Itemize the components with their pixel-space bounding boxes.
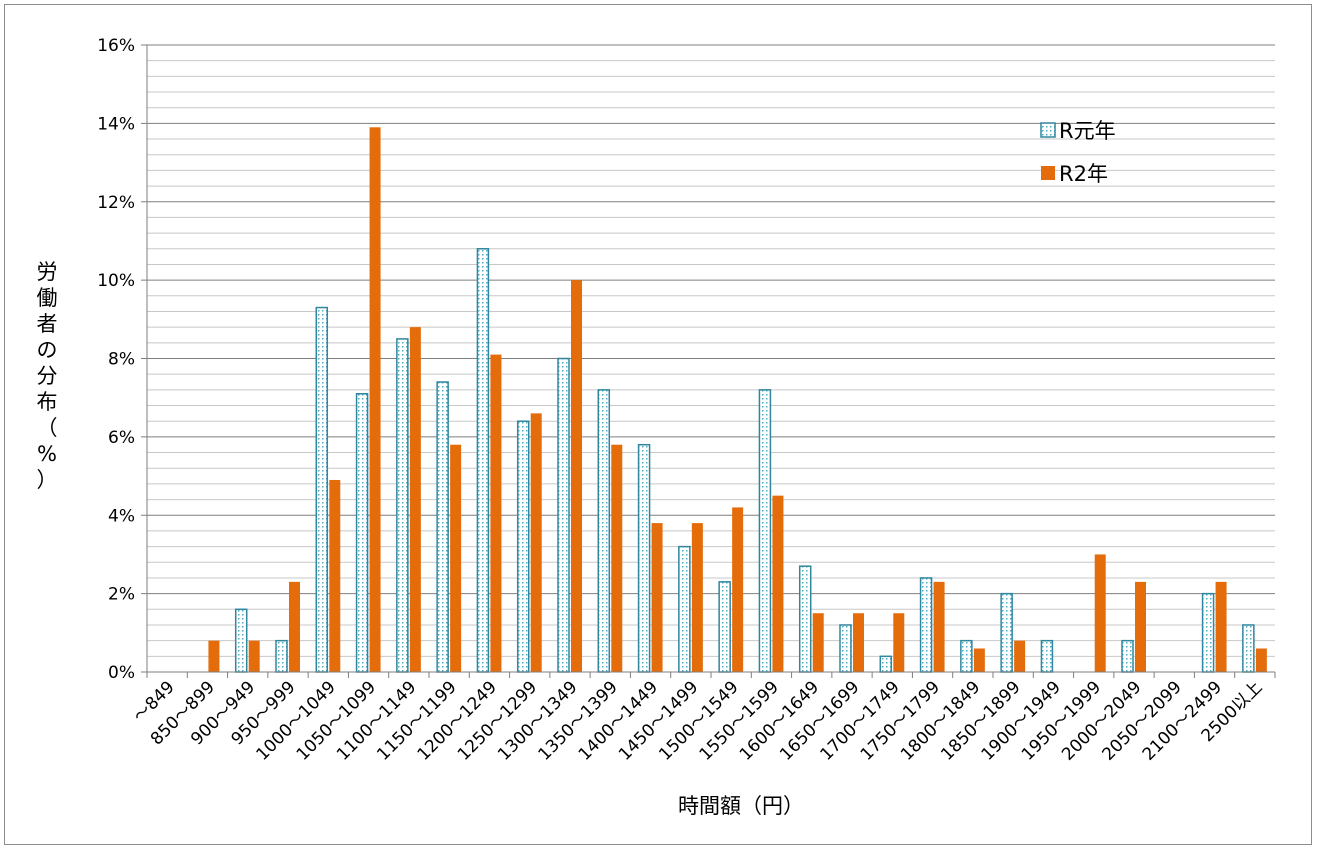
y-tick-label: 4% xyxy=(108,506,135,526)
y-axis-title-char: 布 xyxy=(37,390,58,414)
bar-r2-5 xyxy=(369,127,381,672)
legend: R元年 R2年 xyxy=(1040,119,1116,186)
bar-r2-2 xyxy=(248,640,260,672)
y-axis-title-char: 分 xyxy=(37,364,58,388)
y-tick-label: 2% xyxy=(108,585,135,605)
y-tick-label: 10% xyxy=(97,271,135,291)
y-axis-title-char: （ xyxy=(37,416,58,440)
bars xyxy=(208,127,1267,673)
legend-label-r2: R2年 xyxy=(1059,162,1108,186)
bar-r2-10 xyxy=(571,280,582,672)
bar-r2-24 xyxy=(1135,581,1146,672)
bar-r-gannen-13 xyxy=(678,545,691,673)
bar-r-gannen-17 xyxy=(839,624,852,673)
bar-r-gannen-2 xyxy=(234,608,248,673)
bar-r-gannen-26 xyxy=(1201,592,1215,673)
bar-r-gannen-20 xyxy=(960,639,973,673)
y-axis-title: 労働者の分布（%） xyxy=(37,260,58,492)
bar-r2-9 xyxy=(530,413,542,672)
y-tick-label: 6% xyxy=(108,428,135,448)
bar-r2-3 xyxy=(289,581,300,672)
bar-r2-12 xyxy=(651,523,663,672)
y-axis-title-char: 労 xyxy=(37,260,58,284)
y-tick-label: 14% xyxy=(97,114,135,134)
bar-r-gannen-11 xyxy=(597,389,611,673)
bar-r2-11 xyxy=(611,444,623,672)
bar-r-gannen-6 xyxy=(396,338,409,673)
bar-r2-7 xyxy=(450,444,462,672)
chart-frame: 0% 2% 4% 6% 8% 10% 12% 14% 16% ～849 850～899 900～94… xyxy=(4,4,1312,845)
y-tick-label: 16% xyxy=(97,36,135,56)
bar-r-gannen-15 xyxy=(758,389,772,673)
bar-r-gannen-12 xyxy=(637,443,651,673)
x-axis-title: 時間額（円） xyxy=(678,794,804,818)
bar-r2-19 xyxy=(933,581,945,672)
bar-r-gannen-3 xyxy=(275,639,288,673)
bar-chart: 0% 2% 4% 6% 8% 10% 12% 14% 16% ～849850～899900～94… xyxy=(37,36,1276,818)
bar-r2-1 xyxy=(208,640,220,672)
bar-r-gannen-5 xyxy=(355,393,369,673)
bar-r2-27 xyxy=(1255,648,1267,672)
y-tick-label: 0% xyxy=(108,663,135,683)
bar-r-gannen-8 xyxy=(476,248,490,673)
bar-r-gannen-27 xyxy=(1242,624,1255,673)
bar-r-gannen-21 xyxy=(1000,592,1013,673)
bar-r2-26 xyxy=(1215,581,1227,672)
bar-r2-6 xyxy=(409,327,421,672)
legend-swatch-r2 xyxy=(1041,166,1055,180)
bar-r-gannen-16 xyxy=(798,565,812,673)
y-tick-label: 12% xyxy=(97,193,135,213)
bar-r-gannen-7 xyxy=(436,381,449,673)
bar-r2-13 xyxy=(691,523,703,672)
y-axis-title-char: 者 xyxy=(37,312,58,336)
legend-label-r-gannen: R元年 xyxy=(1059,119,1116,143)
bar-r2-18 xyxy=(893,613,905,672)
axes xyxy=(141,44,1276,678)
y-axis-title-char: ） xyxy=(37,468,58,492)
bar-r2-23 xyxy=(1094,554,1106,672)
bar-r-gannen-10 xyxy=(557,357,570,673)
bar-r2-14 xyxy=(732,507,744,672)
bar-r-gannen-4 xyxy=(315,306,329,673)
y-tick-label: 8% xyxy=(108,350,135,370)
y-axis-title-char: % xyxy=(37,442,57,466)
bar-r2-16 xyxy=(812,613,824,672)
bar-r2-15 xyxy=(772,495,784,672)
bar-r-gannen-18 xyxy=(879,655,893,673)
y-axis-title-char: の xyxy=(37,338,58,362)
x-tick-labels: ～849850～899900～949950～9991000～10491050～1… xyxy=(130,677,1267,764)
bar-r-gannen-9 xyxy=(516,420,530,673)
bar-r2-21 xyxy=(1014,640,1026,672)
bar-r2-20 xyxy=(973,648,985,672)
bar-r-gannen-14 xyxy=(718,581,731,673)
bar-r-gannen-22 xyxy=(1040,639,1054,673)
y-axis-title-char: 働 xyxy=(37,286,58,310)
bar-r2-8 xyxy=(490,354,502,672)
bar-r2-17 xyxy=(853,613,864,672)
y-tick-labels: 0% 2% 4% 6% 8% 10% 12% 14% 16% xyxy=(97,36,135,683)
legend-swatch-r-gannen xyxy=(1040,122,1056,138)
bar-r-gannen-19 xyxy=(919,577,933,673)
bar-r2-4 xyxy=(329,479,341,672)
bar-r-gannen-24 xyxy=(1121,639,1134,673)
